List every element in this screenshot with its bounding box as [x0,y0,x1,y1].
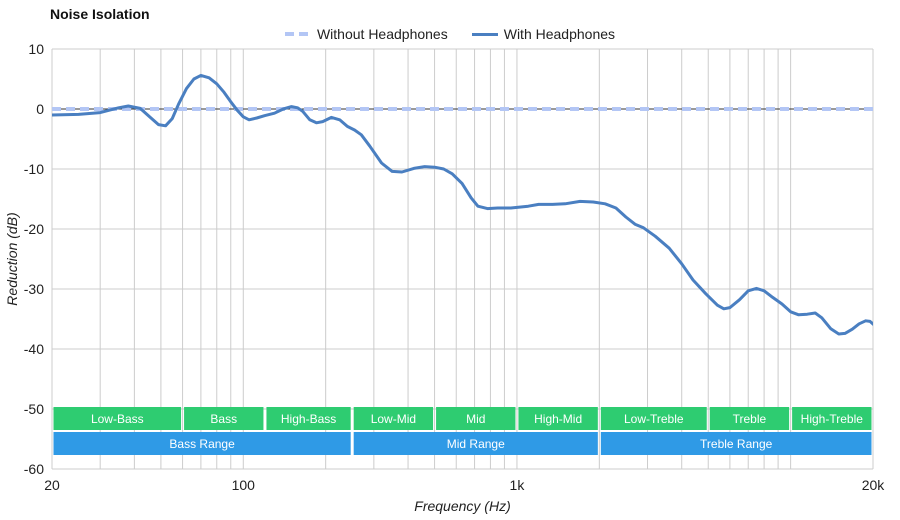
x-axis-title: Frequency (Hz) [414,498,510,514]
y-tick-label: -50 [24,401,44,417]
legend-item-without-headphones[interactable]: Without Headphones [284,26,448,42]
band-label: Treble [733,412,767,426]
band-label: Mid [466,412,485,426]
band-rect [53,432,351,455]
band-label: Low-Mid [371,412,416,426]
band-rect [600,432,872,455]
y-tick-label: -10 [24,161,44,177]
band-rect [353,432,598,455]
band-rect [518,407,598,430]
band-rect [792,407,872,430]
band-label: Bass [210,412,237,426]
band-rect [184,407,264,430]
band-label: High-Treble [801,412,864,426]
band-label: High-Mid [534,412,582,426]
y-tick-label: -30 [24,281,44,297]
chart-title: Noise Isolation [50,6,150,22]
band-label: Low-Bass [91,412,144,426]
band-rect [266,407,351,430]
legend-label-without-headphones: Without Headphones [316,26,448,42]
legend-swatch-solid [471,32,498,36]
y-axis-title: Reduction (dB) [4,212,20,305]
band-rect [353,407,434,430]
band-label: High-Bass [281,412,336,426]
chart-legend: Without Headphones With Headphones [0,26,900,42]
band-rect [709,407,790,430]
series-with-headphones-line [52,73,873,336]
frequency-bands: Low-Bass Bass High-Bass Low-Mid Mid High-Mid L… [53,407,872,455]
band-rect [53,407,182,430]
x-tick-label: 1k [510,477,526,493]
band-label: Treble Range [700,437,773,451]
y-tick-label: 0 [36,101,44,117]
y-tick-label: 10 [28,41,44,57]
legend-swatch-dashed [284,32,311,36]
y-tick-label: -60 [24,461,44,477]
band-rect [600,407,707,430]
legend-item-with-headphones[interactable]: With Headphones [471,26,616,42]
y-tick-label: -20 [24,221,44,237]
band-label: Low-Treble [624,412,684,426]
x-tick-label: 20 [44,477,60,493]
grid-lines [51,48,874,470]
band-rect [436,407,516,430]
x-tick-label: 100 [232,477,256,493]
legend-label-with-headphones: With Headphones [503,26,616,42]
band-label: Bass Range [169,437,235,451]
x-tick-label: 20k [862,477,886,493]
band-label: Mid Range [447,437,505,451]
y-tick-label: -40 [24,341,44,357]
